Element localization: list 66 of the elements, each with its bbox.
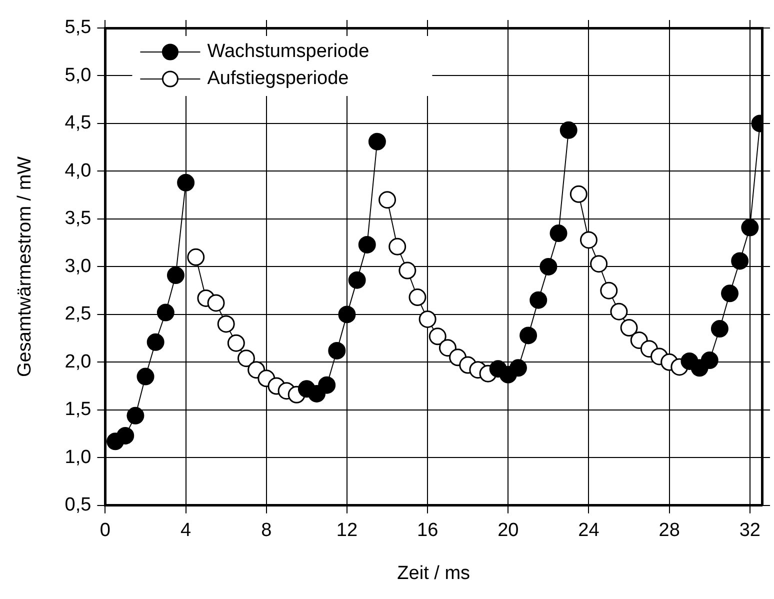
point [388,238,406,256]
point [398,262,416,280]
y-axis-title: Gesamtwärmestrom / mW [14,156,36,378]
legend-label: Wachstumsperiode [207,41,370,62]
x-axis-title: Zeit / ms [397,562,470,584]
point [438,339,456,357]
point [146,333,164,351]
point [338,306,356,324]
point [610,302,628,320]
point [520,326,538,344]
x-tick-label: 8 [261,520,272,542]
point [156,304,174,322]
point [187,248,205,266]
point [318,376,336,394]
point [590,255,608,273]
point [721,284,739,302]
point [741,218,759,236]
point [600,282,618,300]
y-tick-label: 1,0 [64,446,92,468]
x-tick-label: 12 [336,520,358,542]
point [700,352,718,370]
point [227,334,245,352]
x-tick-label: 20 [498,520,519,542]
point [126,406,144,424]
legend-label: Aufstiegsperiode [207,68,349,90]
point [509,359,527,377]
x-tick-label: 24 [578,520,600,542]
point [580,231,598,249]
point [116,426,134,444]
point [731,252,749,270]
point [710,320,728,338]
x-tick-label: 0 [100,520,110,542]
y-tick-label: 5,0 [64,64,92,86]
point [408,288,426,306]
point [358,236,376,254]
x-tick-label: 16 [416,520,438,542]
point [177,174,195,192]
point [348,271,366,289]
point [550,224,568,242]
point [530,291,548,309]
y-tick-label: 2,5 [64,304,92,325]
x-tick-label: 28 [658,520,680,542]
y-tick-label: 0,5 [64,494,92,516]
point [560,121,578,139]
y-tick-label: 1,5 [64,399,92,420]
point [368,132,386,150]
point [418,310,436,328]
x-tick-label: 32 [739,520,760,542]
point [540,258,558,276]
y-tick-label: 3,0 [64,256,92,277]
x-tick-label: 4 [180,520,192,542]
y-tick-label: 4,0 [64,160,92,182]
point [428,328,446,346]
point [217,315,235,333]
y-tick-label: 4,5 [64,112,92,134]
point [570,185,588,203]
point [620,319,638,337]
y-tick-label: 2,0 [64,351,92,372]
point [237,350,255,368]
y-tick-label: 3,5 [64,208,92,230]
point [378,191,396,209]
point [328,342,346,360]
point [166,266,184,284]
point [136,368,154,386]
point [207,294,225,312]
y-tick-label: 5,5 [64,17,92,38]
